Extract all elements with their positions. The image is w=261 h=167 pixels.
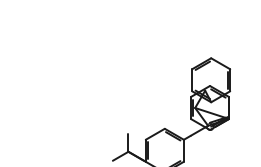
Text: O: O [206,123,215,133]
